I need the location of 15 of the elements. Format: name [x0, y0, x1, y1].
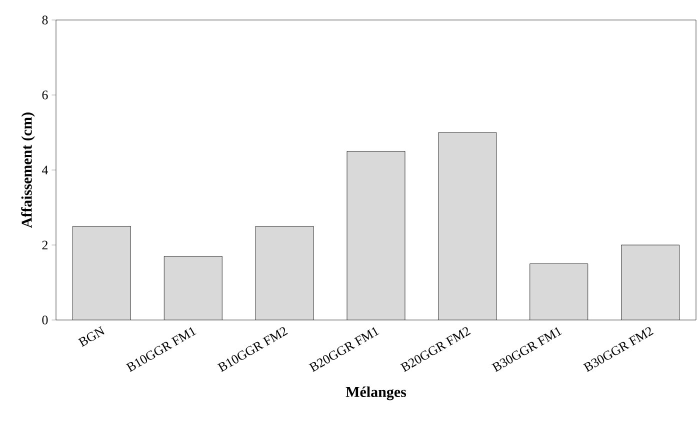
bar: [346, 151, 406, 320]
y-tick-label: 2: [42, 240, 48, 250]
y-tick-label: 4: [42, 166, 48, 174]
y-axis-title: Affaissement (cm): [21, 112, 35, 228]
bar: [72, 226, 131, 320]
y-tick-label: 0: [42, 316, 48, 324]
x-tick-label: BGN: [78, 326, 104, 347]
y-tick-label: 8: [42, 16, 48, 24]
y-tick-label: 6: [42, 90, 48, 100]
bar: [255, 226, 314, 320]
bar: [530, 264, 588, 320]
bar: [621, 244, 680, 320]
bar: [438, 132, 496, 320]
x-axis-title: Mélanges: [346, 386, 406, 400]
bar: [164, 256, 222, 320]
